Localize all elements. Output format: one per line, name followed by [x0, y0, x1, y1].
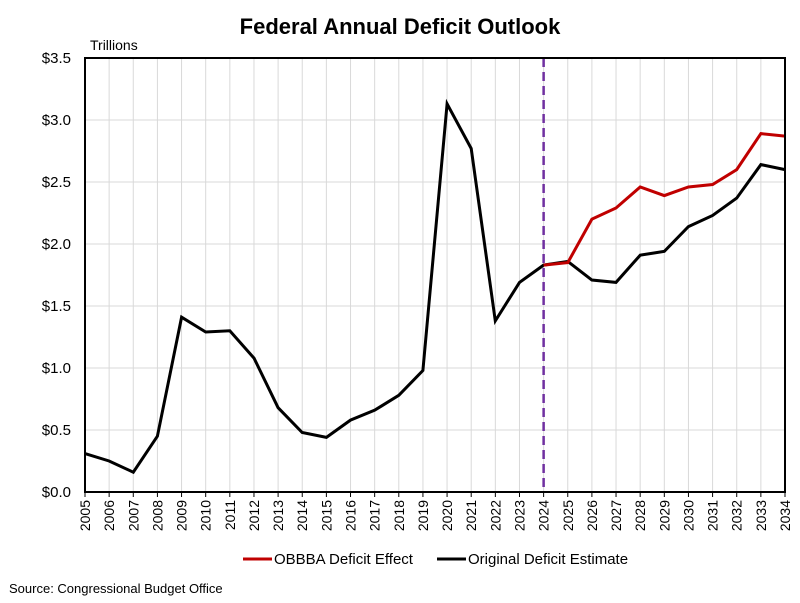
x-tick-labels: 2005 2006 2007 2008 2009 2010 2011 2012 2013 2014… [77, 500, 793, 531]
x-tick-label: 2028 [632, 500, 648, 531]
series-line-obbba-deficit-effect [543, 132, 786, 267]
y-tick-label: $0.5 [42, 422, 71, 439]
x-tick-label: 2015 [318, 500, 334, 531]
x-tick-label: 2021 [463, 500, 479, 531]
x-tick-label: 2027 [608, 500, 624, 531]
x-tick-label: 2024 [536, 500, 552, 531]
x-tick-label: 2034 [777, 500, 793, 531]
x-tick-label: 2012 [246, 500, 262, 531]
y-tick-label: $2.0 [42, 236, 71, 253]
x-tick-label: 2025 [560, 500, 576, 531]
x-tick-label: 2011 [222, 500, 238, 530]
gridlines [85, 58, 785, 492]
x-tick-label: 2019 [415, 500, 431, 531]
y-tick-label: $3.5 [42, 50, 71, 67]
source-note: Source: Congressional Budget Office [9, 581, 223, 596]
x-tick-label: 2009 [174, 500, 190, 531]
y-tick-label: $1.0 [42, 360, 71, 377]
x-tick-label: 2005 [77, 500, 93, 531]
x-tick-label: 2008 [149, 500, 165, 531]
x-tick-label: 2016 [343, 500, 359, 531]
legend: OBBBA Deficit Effect Original Deficit Es… [243, 551, 628, 568]
x-tick-label: 2017 [367, 500, 383, 531]
x-tick-label: 2020 [439, 500, 455, 531]
x-tick-label: 2014 [294, 500, 310, 531]
y-tick-labels: $0.0 $0.5 $1.0 $1.5 $2.0 $2.5 $3.0 $3.5 [42, 50, 71, 501]
x-tick-label: 2010 [198, 500, 214, 531]
y-tick-label: $3.0 [42, 112, 71, 129]
y-unit-label: Trillions [90, 37, 138, 53]
x-tick-label: 2018 [391, 500, 407, 531]
x-tick-label: 2033 [753, 500, 769, 531]
x-tick-label: 2007 [125, 500, 141, 531]
chart-title: Federal Annual Deficit Outlook [240, 14, 561, 39]
x-tick-label: 2029 [656, 500, 672, 531]
x-tick-label: 2013 [270, 500, 286, 531]
series-line-original-deficit-estimate [84, 98, 786, 475]
x-tick-label: 2032 [729, 500, 745, 531]
legend-label-obbba: OBBBA Deficit Effect [274, 551, 414, 568]
x-tick-label: 2006 [101, 500, 117, 531]
x-tick-label: 2030 [680, 500, 696, 531]
x-tick-label: 2022 [487, 500, 503, 531]
x-tick-label: 2031 [705, 500, 721, 531]
y-tick-label: $0.0 [42, 484, 71, 501]
y-tick-label: $2.5 [42, 174, 71, 191]
series-group [84, 98, 786, 475]
plot-area-border [84, 57, 786, 493]
axes-group [84, 57, 786, 497]
x-tick-label: 2023 [511, 500, 527, 531]
legend-label-original: Original Deficit Estimate [468, 551, 628, 568]
y-tick-label: $1.5 [42, 298, 71, 315]
x-tick-label: 2026 [584, 500, 600, 531]
